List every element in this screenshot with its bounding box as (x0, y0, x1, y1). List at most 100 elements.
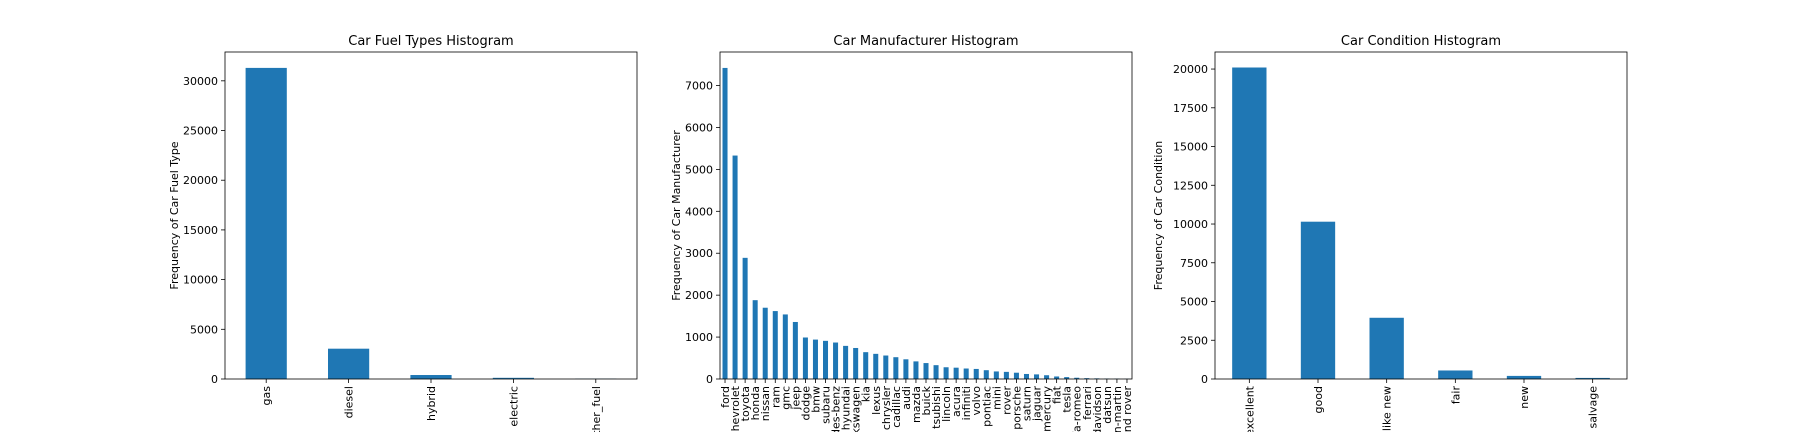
chart-title: Car Condition Histogram (1341, 34, 1501, 49)
x-tick-label: saturn (1020, 386, 1033, 421)
bar-1-29 (1013, 372, 1019, 379)
bar-1-21 (933, 365, 939, 379)
bar-1-15 (873, 353, 879, 379)
x-tick-label: bmw (809, 386, 822, 413)
y-axis-label: Frequency of Car Condition (1152, 141, 1165, 290)
x-tick-label: jeep (789, 386, 802, 411)
axes-frame (224, 51, 638, 380)
y-tick-label: 5000 (190, 323, 218, 336)
y-tick-label: 5000 (685, 163, 713, 176)
bar-1-25 (973, 368, 979, 379)
chart-title: Car Manufacturer Histogram (833, 34, 1018, 49)
x-tick-label: tsubishi (930, 386, 943, 429)
y-axis-label: Frequency of Car Manufacturer (670, 130, 683, 301)
y-tick-label: 25000 (183, 125, 218, 138)
bar-1-11 (833, 342, 839, 379)
axes-frame (719, 51, 1133, 380)
x-tick-label: new (1518, 386, 1531, 409)
bar-0-3 (492, 377, 534, 379)
bar-1-9 (812, 339, 818, 379)
x-tick-label: ram (769, 386, 782, 408)
bar-1-10 (823, 340, 829, 379)
bar-1-36 (1084, 378, 1090, 379)
axes-frame (1214, 51, 1628, 380)
y-tick-label: 30000 (183, 75, 218, 88)
bar-1-19 (913, 361, 919, 379)
x-tick-label: audi (900, 386, 913, 410)
x-tick-label: fiat (1051, 385, 1064, 404)
bar-1-28 (1003, 371, 1009, 379)
x-tick-label: mini (990, 386, 1003, 410)
x-tick-label: hybrid (425, 386, 438, 421)
bar-1-6 (782, 314, 788, 379)
x-tick-label: subaru (820, 386, 833, 424)
bar-2-1 (1300, 221, 1336, 379)
x-tick-label: jaguar (1031, 386, 1044, 422)
y-tick-label: 3000 (685, 247, 713, 260)
x-tick-label: porsche (1010, 386, 1023, 430)
x-tick-label: cadillac (890, 386, 903, 428)
x-tick-label: nd rover (1121, 386, 1134, 432)
x-tick-label: rover (1000, 386, 1013, 415)
bar-0-1 (328, 348, 370, 379)
x-tick-label: lincoln (940, 386, 953, 422)
x-tick-label: datsun (1101, 386, 1114, 424)
y-tick-label: 15000 (1173, 141, 1208, 154)
bar-1-12 (843, 345, 849, 379)
y-tick-label: 5000 (1180, 296, 1208, 309)
bar-1-13 (853, 347, 859, 379)
x-tick-label: good (1312, 386, 1325, 413)
x-tick-label: nissan (759, 386, 772, 421)
bar-2-4 (1506, 375, 1542, 379)
y-tick-label: 20000 (183, 174, 218, 187)
y-tick-label: 4000 (685, 205, 713, 218)
x-tick-label: ther_fuel (590, 386, 603, 432)
x-tick-label: des-benz (830, 386, 843, 432)
y-tick-label: 20000 (1173, 63, 1208, 76)
bar-1-0 (722, 67, 728, 380)
bar-1-8 (802, 337, 808, 379)
x-tick-label: buick (920, 385, 933, 415)
bar-1-22 (943, 367, 949, 379)
bar-1-17 (893, 357, 899, 379)
bar-2-2 (1369, 317, 1404, 379)
bar-1-3 (752, 300, 758, 379)
x-tick-label: chevrolet (729, 385, 742, 432)
y-tick-label: 6000 (685, 121, 713, 134)
bar-1-18 (903, 359, 909, 379)
x-tick-label: gas (260, 386, 273, 406)
y-tick-label: 0 (706, 373, 713, 386)
y-tick-label: 7500 (1180, 257, 1208, 270)
y-tick-label: 7000 (685, 80, 713, 93)
bar-1-16 (883, 355, 889, 379)
y-tick-label: 17500 (1173, 102, 1208, 115)
bar-1-24 (963, 368, 969, 379)
bar-2-5 (1575, 377, 1610, 379)
x-tick-label: infiniti (960, 386, 973, 420)
y-tick-label: 0 (1201, 373, 1208, 386)
y-tick-label: 10000 (183, 274, 218, 287)
x-tick-label: toyota (739, 386, 752, 421)
y-tick-label: 2000 (685, 289, 713, 302)
x-tick-label: mercury (1041, 386, 1054, 432)
bar-1-31 (1034, 374, 1040, 379)
y-tick-label: 15000 (183, 224, 218, 237)
bar-1-27 (993, 371, 999, 379)
y-tick-label: 12500 (1173, 179, 1208, 192)
bar-1-20 (923, 363, 929, 379)
bar-1-4 (762, 307, 768, 379)
x-tick-label: mazda (910, 386, 923, 423)
bar-0-0 (245, 67, 287, 380)
bar-1-35 (1074, 377, 1080, 379)
x-tick-label: kswagen (850, 386, 863, 432)
x-tick-label: volvo (970, 386, 983, 416)
x-tick-label: kia (860, 386, 873, 402)
x-tick-label: salvage (1587, 386, 1600, 429)
x-tick-label: in-martin (1111, 386, 1124, 432)
x-tick-label: ferrari (1081, 386, 1094, 420)
x-tick-label: electric (507, 386, 520, 427)
x-tick-label: davidson (1091, 386, 1104, 432)
x-tick-label: pontiac (980, 386, 993, 427)
x-tick-label: lexus (870, 386, 883, 415)
bar-2-0 (1232, 67, 1267, 379)
